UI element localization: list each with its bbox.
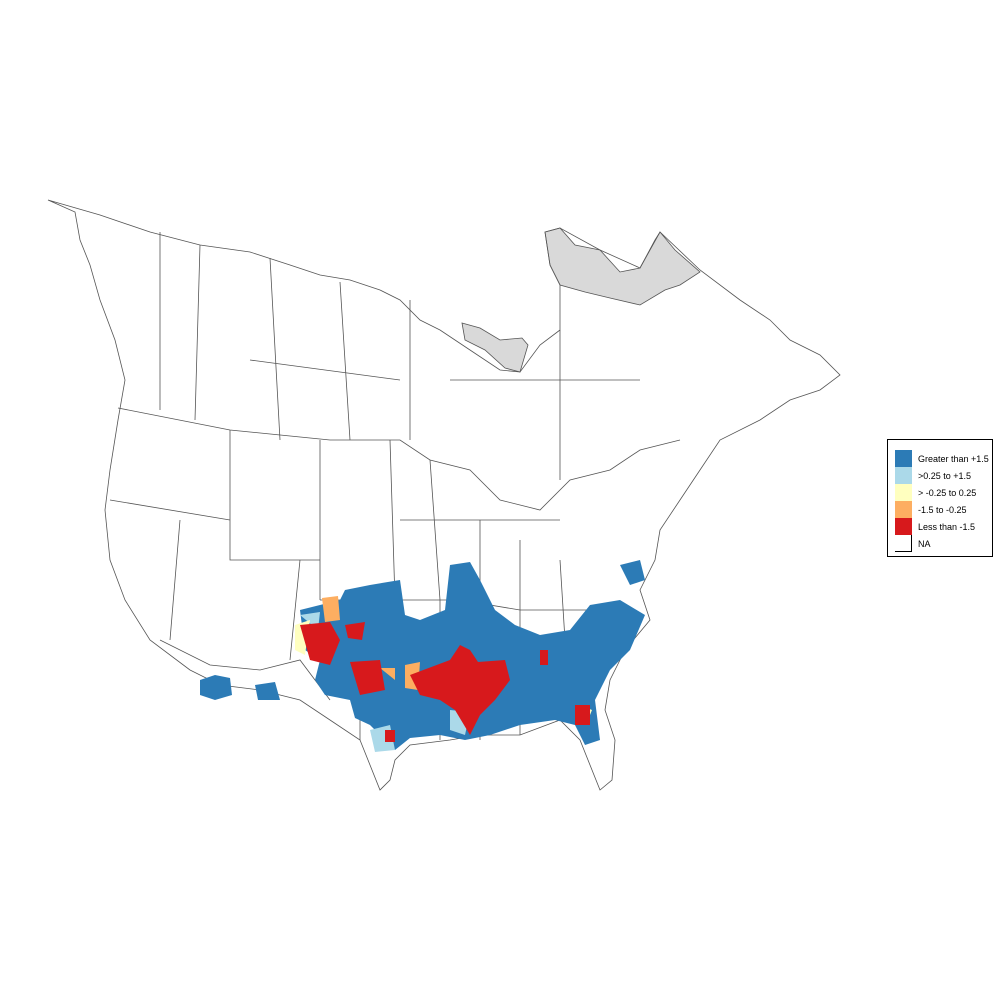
legend-item-minus-0-25-to-0-25: > -0.25 to 0.25 bbox=[895, 484, 976, 501]
border-us-mexico bbox=[159, 639, 331, 701]
legend-label: NA bbox=[918, 538, 931, 549]
legend-swatch bbox=[895, 484, 912, 501]
region-greater-than-1-5-nc bbox=[620, 560, 645, 585]
legend: Greater than +1.5 >0.25 to +1.5 > -0.25 … bbox=[887, 439, 993, 557]
legend-item-minus-1-5-to-minus-0-25: -1.5 to -0.25 bbox=[895, 501, 967, 518]
legend-swatch bbox=[895, 501, 912, 518]
region-less-than-minus-1-5 bbox=[300, 622, 590, 742]
region-minus-1-5-to-minus-0-25 bbox=[322, 596, 420, 690]
coastline bbox=[47, 199, 841, 791]
legend-label: Greater than +1.5 bbox=[918, 453, 989, 464]
grey-region-labrador bbox=[544, 227, 701, 306]
legend-swatch bbox=[895, 535, 912, 552]
grey-regions bbox=[461, 227, 701, 373]
legend-label: > -0.25 to 0.25 bbox=[918, 487, 977, 498]
border-us-canada bbox=[117, 407, 681, 511]
grey-region-ontario bbox=[461, 322, 529, 373]
legend-swatch bbox=[895, 467, 912, 484]
legend-label: Less than -1.5 bbox=[918, 521, 976, 532]
legend-item-greater-than-1-5: Greater than +1.5 bbox=[895, 450, 989, 467]
legend-item-0-25-to-1-5: >0.25 to +1.5 bbox=[895, 467, 971, 484]
legend-swatch bbox=[895, 518, 912, 535]
legend-item-less-than-minus-1-5: Less than -1.5 bbox=[895, 518, 975, 535]
region-greater-than-1-5-az bbox=[200, 675, 232, 700]
region-greater-than-1-5-nm bbox=[255, 682, 280, 700]
legend-item-na: NA bbox=[895, 535, 931, 552]
data-cells bbox=[200, 560, 645, 752]
legend-swatch bbox=[895, 450, 912, 467]
legend-label: >0.25 to +1.5 bbox=[918, 470, 972, 481]
legend-label: -1.5 to -0.25 bbox=[918, 504, 967, 515]
